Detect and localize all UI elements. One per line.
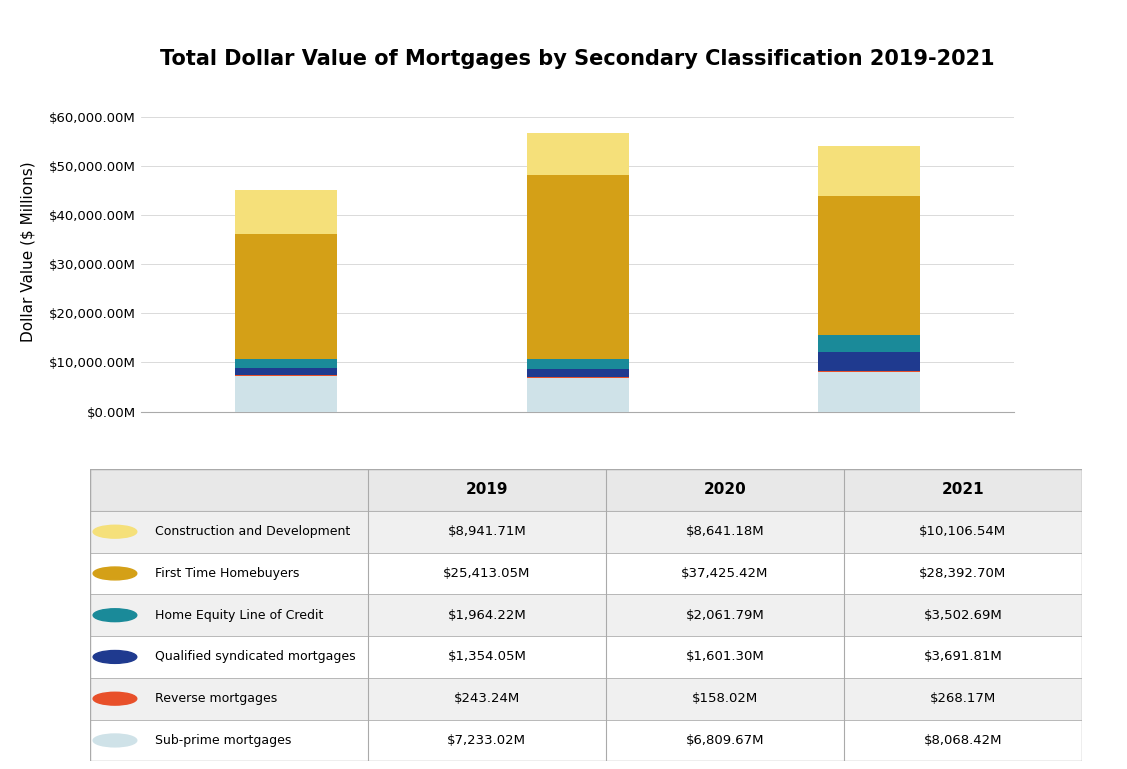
Bar	[818, 146, 920, 196]
Bar	[526, 359, 629, 369]
Text: Construction and Development: Construction and Development	[154, 525, 349, 538]
FancyBboxPatch shape	[90, 469, 1082, 511]
Bar	[526, 369, 629, 378]
Bar	[236, 190, 337, 234]
Text: $1,354.05M: $1,354.05M	[447, 651, 526, 664]
Bar	[818, 196, 920, 335]
Text: $10,106.54M: $10,106.54M	[920, 525, 1006, 538]
Circle shape	[94, 567, 136, 580]
FancyBboxPatch shape	[90, 677, 1082, 720]
Title: Total Dollar Value of Mortgages by Secondary Classification 2019-2021: Total Dollar Value of Mortgages by Secon…	[160, 48, 995, 68]
Bar	[236, 375, 337, 376]
Circle shape	[94, 525, 136, 538]
Bar	[818, 372, 920, 411]
Circle shape	[94, 651, 136, 664]
Text: $28,392.70M: $28,392.70M	[920, 567, 1006, 580]
Circle shape	[94, 734, 136, 747]
Text: First Time Homebuyers: First Time Homebuyers	[154, 567, 299, 580]
Text: $3,691.81M: $3,691.81M	[923, 651, 1002, 664]
Text: Sub-prime mortgages: Sub-prime mortgages	[154, 734, 291, 747]
Bar	[526, 133, 629, 175]
Text: 2021: 2021	[941, 482, 984, 498]
Text: Qualified syndicated mortgages: Qualified syndicated mortgages	[154, 651, 355, 664]
Text: $8,941.71M: $8,941.71M	[447, 525, 526, 538]
FancyBboxPatch shape	[90, 594, 1082, 636]
Circle shape	[94, 692, 136, 705]
Circle shape	[94, 609, 136, 621]
Text: Reverse mortgages: Reverse mortgages	[154, 692, 277, 705]
Bar	[236, 376, 337, 411]
Bar	[526, 175, 629, 359]
Text: $158.02M: $158.02M	[692, 692, 758, 705]
Text: 2019: 2019	[465, 482, 508, 498]
Text: $8,068.42M: $8,068.42M	[924, 734, 1002, 747]
Text: $7,233.02M: $7,233.02M	[447, 734, 526, 747]
Bar	[236, 234, 337, 358]
Text: $243.24M: $243.24M	[454, 692, 520, 705]
Text: $1,601.30M: $1,601.30M	[685, 651, 764, 664]
Bar	[818, 371, 920, 372]
Text: $25,413.05M: $25,413.05M	[443, 567, 531, 580]
FancyBboxPatch shape	[90, 636, 1082, 677]
Bar	[818, 335, 920, 352]
Bar	[236, 358, 337, 368]
Text: Home Equity Line of Credit: Home Equity Line of Credit	[154, 609, 323, 621]
Text: $8,641.18M: $8,641.18M	[685, 525, 764, 538]
FancyBboxPatch shape	[90, 553, 1082, 594]
Text: $3,502.69M: $3,502.69M	[923, 609, 1002, 621]
Text: $268.17M: $268.17M	[930, 692, 996, 705]
FancyBboxPatch shape	[90, 720, 1082, 761]
Text: $1,964.22M: $1,964.22M	[447, 609, 526, 621]
Text: 2020: 2020	[703, 482, 746, 498]
Y-axis label: Dollar Value ($ Millions): Dollar Value ($ Millions)	[20, 161, 35, 342]
FancyBboxPatch shape	[90, 511, 1082, 553]
Bar	[526, 378, 629, 411]
Text: $37,425.42M: $37,425.42M	[681, 567, 769, 580]
Bar	[236, 368, 337, 375]
Text: $2,061.79M: $2,061.79M	[685, 609, 764, 621]
Bar	[818, 352, 920, 371]
Text: $6,809.67M: $6,809.67M	[685, 734, 764, 747]
